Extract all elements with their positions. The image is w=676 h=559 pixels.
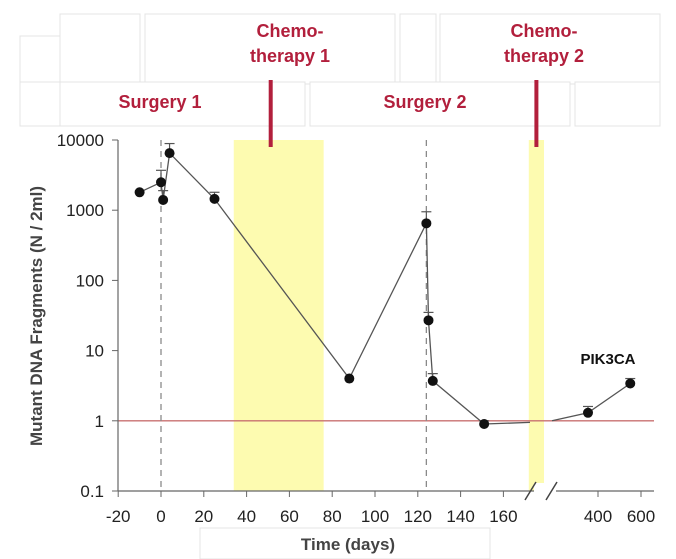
series-line-to-break	[484, 421, 531, 425]
x-tick-label: 0	[156, 507, 165, 526]
series-label-pik3ca: PIK3CA	[580, 351, 635, 368]
x-tick-label: 100	[361, 507, 389, 526]
data-point	[344, 373, 355, 384]
y-tick-label: 10000	[57, 131, 104, 150]
data-point	[421, 218, 432, 229]
x-axis-break-gap	[534, 483, 556, 499]
therapy-2-label-line1: Chemo-	[511, 21, 578, 41]
data-point	[164, 148, 175, 159]
background-panels	[19, 13, 661, 559]
event-label-surgery-2: Surgery 2	[383, 92, 466, 112]
therapy-2-label-line2: therapy 2	[504, 46, 584, 66]
x-tick-label: 140	[446, 507, 474, 526]
therapy-1-region	[233, 140, 324, 491]
y-axis-title: Mutant DNA Fragments (N / 2ml)	[27, 186, 46, 446]
x-tick-label: 40	[237, 507, 256, 526]
x-axis-break-mark	[524, 481, 537, 501]
data-point	[427, 375, 438, 386]
y-tick-label: 100	[76, 271, 104, 290]
data-point	[479, 419, 490, 430]
x-tick-label: 400	[584, 507, 612, 526]
x-tick-label: 20	[194, 507, 213, 526]
data-point	[158, 194, 169, 205]
x-tick-label: 60	[280, 507, 299, 526]
event-labels: Surgery 1 Surgery 2 Chemo- therapy 1 Che…	[118, 21, 584, 112]
data-point	[423, 315, 434, 326]
y-tick-label: 10	[85, 342, 104, 361]
data-point	[583, 407, 593, 418]
x-tick-label: 80	[323, 507, 342, 526]
y-tick-label: 0.1	[80, 482, 104, 501]
x-tick-label: -20	[106, 507, 131, 526]
therapy-1-label-line1: Chemo-	[257, 21, 324, 41]
y-ticks: 0.1 1 10 100 1000 10000	[57, 131, 118, 501]
therapy-2-region	[528, 140, 544, 491]
therapy-1-label-line2: therapy 1	[250, 46, 330, 66]
data-point	[625, 378, 636, 389]
x-ticks: -20 0 20 40 60 80 100 120 140 160 400 600	[106, 481, 655, 526]
data-point	[209, 193, 220, 204]
series-pik3ca	[134, 142, 636, 430]
therapy-shaded-regions	[233, 80, 544, 491]
data-point	[134, 187, 145, 198]
x-axis-title: Time (days)	[301, 535, 395, 554]
x-tick-label: 120	[404, 507, 432, 526]
x-tick-label: 160	[489, 507, 517, 526]
x-axis-break-mark	[545, 481, 558, 501]
y-tick-label: 1	[95, 412, 104, 431]
axes	[117, 140, 654, 492]
x-tick-label: 600	[627, 507, 655, 526]
data-point	[156, 177, 166, 188]
event-label-surgery-1: Surgery 1	[118, 92, 201, 112]
y-tick-label: 1000	[66, 201, 104, 220]
